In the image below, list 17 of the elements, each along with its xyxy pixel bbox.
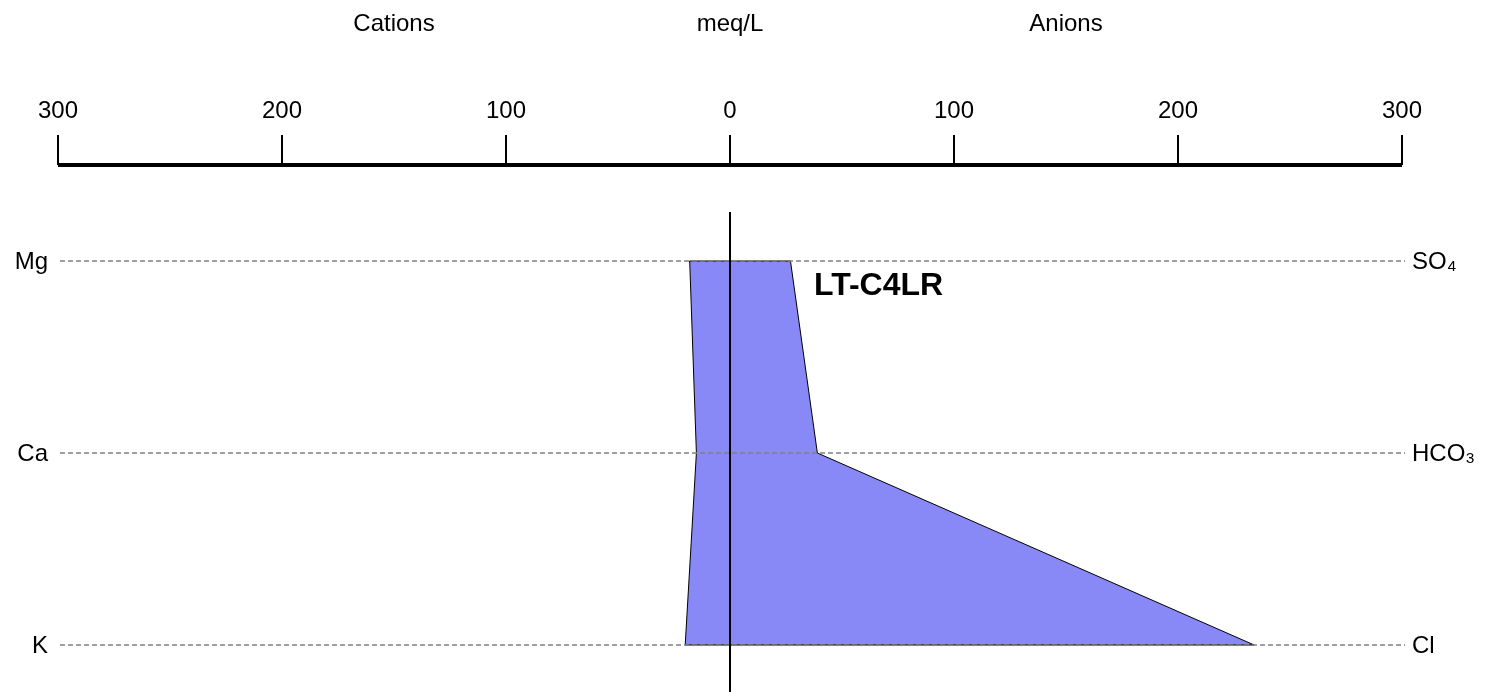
y-tick-label: Mg (14, 247, 48, 275)
x-tick-label: 200 (1157, 96, 1199, 123)
text: Anions (1029, 9, 1103, 36)
x-tick-label: 100 (933, 96, 975, 123)
x-tick-label: 200 (261, 96, 303, 123)
x-tick-label: 0 (723, 96, 737, 123)
y2-tick-label: Cl (1412, 631, 1435, 659)
chart-title: LT-C4LR (814, 266, 944, 302)
x-axis-title: meq/L (696, 9, 764, 36)
y-tick-label: K (31, 631, 48, 659)
y-tick-label: Ca (17, 439, 49, 467)
y2-tick-label: HCO₃ (1412, 439, 1476, 467)
x-tick-label: 100 (485, 96, 527, 123)
y2-tick-label: SO₄ (1412, 247, 1457, 275)
text: Cations (353, 9, 435, 36)
x-tick-label: 300 (1381, 96, 1423, 123)
x-tick-label: 300 (37, 96, 79, 123)
